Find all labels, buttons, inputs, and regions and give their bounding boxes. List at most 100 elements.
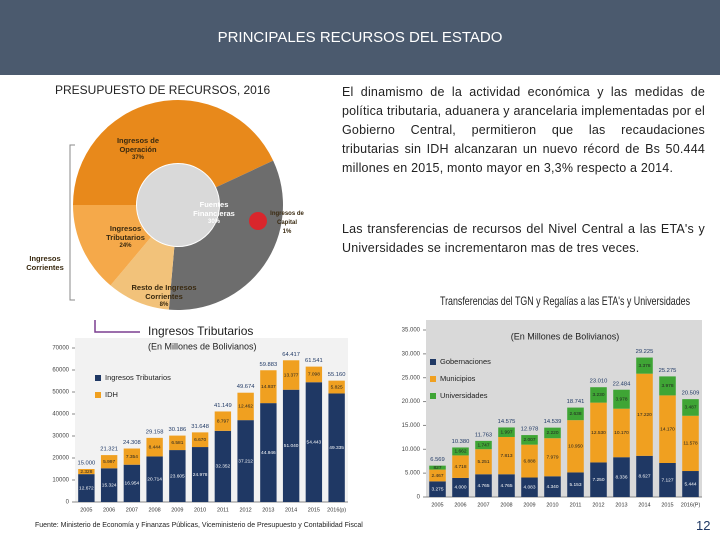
value-label: 5.153	[569, 482, 581, 488]
plot-background	[75, 338, 348, 502]
bar-segment	[521, 435, 538, 445]
value-label: 4.765	[500, 483, 512, 489]
bar-segment	[659, 376, 676, 396]
value-label: 827	[433, 465, 441, 471]
value-label: 11.578	[683, 441, 698, 447]
chart: Ingresos Tributarios (En Millones de Boli…	[52, 320, 348, 513]
chart-subtitle: (En Millones de Bolivianos)	[511, 331, 620, 341]
bar-segment	[100, 455, 118, 469]
y-tick-label: 30.000	[402, 351, 421, 357]
segment	[110, 237, 175, 310]
bar-segment	[452, 455, 469, 478]
bar-segment	[590, 387, 607, 403]
bar-segment	[305, 382, 323, 502]
bar-segment	[567, 472, 584, 497]
x-tick-label: 2014	[285, 507, 297, 513]
bar-segment	[282, 389, 300, 502]
bar-segment	[429, 481, 446, 497]
total-label: 55.160	[328, 372, 346, 378]
value-label: 2.220	[546, 430, 558, 436]
segment	[73, 99, 274, 205]
total-label: 15.000	[78, 461, 96, 467]
x-tick-label: 2010	[194, 507, 206, 513]
value-label: 8.444	[149, 444, 161, 450]
bar-segment	[475, 474, 492, 497]
bar-segment	[659, 462, 676, 497]
total-label: 30.186	[169, 427, 187, 433]
bar-segment	[567, 407, 584, 421]
bracket	[69, 144, 75, 301]
legend-label: Universidades	[440, 391, 488, 400]
bar-segment	[659, 395, 676, 463]
paragraph: El dinamismo de la actividad económica y…	[342, 85, 705, 175]
segment-share: 8%	[159, 302, 169, 308]
x-tick-label: 2015	[308, 507, 320, 513]
legend-swatch	[95, 392, 101, 398]
value-label: 3.230	[592, 392, 604, 398]
segment-name: Ingresos Tributarios	[106, 224, 145, 242]
bar-segment	[590, 402, 607, 463]
value-label: 4.765	[477, 483, 489, 489]
bar-segment	[636, 455, 653, 497]
y-tick-label: 70000	[52, 346, 69, 352]
value-label: 14.937	[261, 384, 276, 390]
legend-label: Municipios	[440, 374, 476, 383]
value-label: 44.946	[261, 450, 276, 456]
value-label: 7.354	[126, 454, 138, 460]
bar-segment	[498, 436, 515, 475]
value-label: 37.212	[238, 458, 253, 464]
x-tick-label: 2016(p)	[327, 507, 346, 513]
bar-segment	[613, 389, 630, 409]
y-tick-label: 10.000	[402, 447, 421, 453]
value-label: 1.662	[454, 449, 466, 455]
value-label: 10.950	[568, 444, 583, 450]
value-label: 12.530	[591, 430, 606, 436]
total-label: 49.674	[237, 384, 256, 390]
x-tick-label: 2007	[477, 502, 489, 508]
value-label: 6.581	[171, 440, 183, 446]
y-tick-label: 35.000	[402, 328, 421, 334]
bar-segment	[169, 435, 186, 451]
y-tick-label: 0	[66, 500, 70, 506]
bar-segment	[613, 408, 630, 458]
donut-diagram	[69, 99, 283, 310]
total-label: 31.648	[191, 424, 209, 430]
segment	[73, 205, 152, 286]
total-label: 61.541	[305, 358, 323, 364]
bar-segment	[260, 403, 277, 502]
x-tick-label: 2009	[523, 502, 535, 508]
bar-segment	[328, 393, 345, 502]
segment-share: 37%	[131, 155, 144, 161]
bar-segment	[282, 360, 300, 390]
value-label: 3.978	[615, 396, 627, 402]
total-label: 59.883	[260, 362, 278, 368]
chart: Transferencias del TGN y Regalías a las …	[402, 294, 702, 508]
total-label: 23.010	[590, 379, 608, 385]
legend-swatch	[430, 359, 436, 365]
value-label: 12.462	[238, 404, 253, 410]
value-label: 5.444	[684, 481, 696, 487]
paragraph: Las transferencias de recursos del Nivel…	[342, 222, 705, 255]
connector	[94, 320, 140, 333]
value-label: 6.888	[523, 458, 535, 464]
bar-segment	[544, 438, 561, 477]
value-label: 10.170	[614, 430, 629, 436]
header-title: PRINCIPALES RECURSOS DEL ESTADO	[0, 0, 720, 75]
x-tick-label: 2008	[149, 507, 161, 513]
total-label: 20.509	[682, 391, 700, 397]
footnote: Fuente: Ministerio de Economía y Finanza…	[35, 522, 363, 529]
x-tick-label: 2006	[103, 507, 115, 513]
value-label: 7.979	[546, 455, 558, 461]
y-tick-label: 15.000	[402, 423, 421, 429]
value-label: 16.954	[125, 481, 140, 487]
legend-label: Gobernaciones	[440, 357, 491, 366]
value-label: 23.605	[170, 473, 185, 479]
x-tick-label: 2005	[80, 507, 92, 513]
x-tick-label: 2016(P)	[681, 502, 701, 508]
bar-segment	[429, 465, 446, 470]
bar-segment	[636, 373, 653, 456]
value-label: 20.714	[147, 476, 162, 482]
total-label: 14.539	[544, 419, 562, 425]
y-tick-label: 0	[417, 495, 421, 501]
value-label: 32.352	[216, 464, 231, 470]
